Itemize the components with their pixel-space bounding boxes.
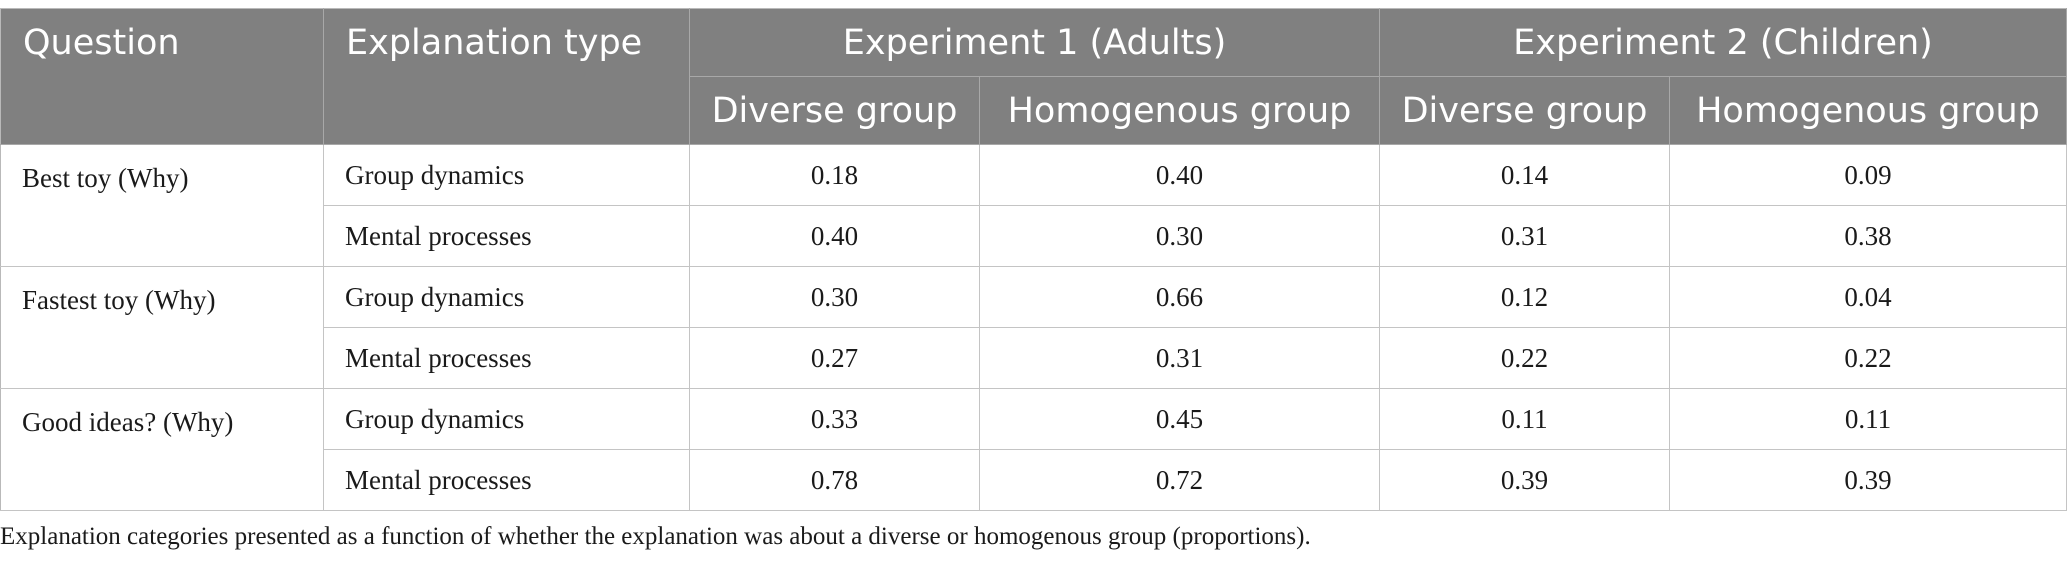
value-cell: 0.45 (979, 388, 1380, 450)
value-cell: 0.31 (979, 327, 1380, 389)
value-cell: 0.09 (1669, 144, 2067, 206)
value-cell: 0.40 (689, 205, 980, 267)
value-cell: 0.39 (1669, 449, 2067, 511)
question-cell: Fastest toy (Why) (0, 266, 324, 389)
question-cell: Good ideas? (Why) (0, 388, 324, 511)
explanation-type-cell: Mental processes (323, 327, 690, 389)
value-cell: 0.12 (1379, 266, 1670, 328)
question-cell: Best toy (Why) (0, 144, 324, 267)
header-explanation-type: Explanation type (323, 8, 690, 145)
value-cell: 0.38 (1669, 205, 2067, 267)
header-e1-homogenous: Homogenous group (979, 76, 1380, 145)
results-table-wrapper: Question Explanation type Experiment 1 (… (0, 8, 2068, 511)
table-body: Best toy (Why) Group dynamics 0.18 0.40 … (0, 144, 2067, 511)
table-row: Good ideas? (Why) Group dynamics 0.33 0.… (0, 388, 2067, 511)
value-cell: 0.78 (689, 449, 980, 511)
header-experiment-1: Experiment 1 (Adults) (689, 8, 1380, 77)
table-header: Question Explanation type Experiment 1 (… (0, 8, 2067, 145)
table-row: Mental processes 0.27 0.31 0.22 0.22 (1, 327, 2067, 389)
explanation-type-cell: Group dynamics (323, 266, 690, 328)
value-cell: 0.33 (689, 388, 980, 450)
header-experiment-2: Experiment 2 (Children) (1379, 8, 2067, 77)
explanation-type-cell: Group dynamics (323, 388, 690, 450)
value-cell: 0.11 (1379, 388, 1670, 450)
value-cell: 0.27 (689, 327, 980, 389)
value-cell: 0.30 (979, 205, 1380, 267)
value-cell: 0.31 (1379, 205, 1670, 267)
value-cell: 0.22 (1379, 327, 1670, 389)
value-cell: 0.04 (1669, 266, 2067, 328)
value-cell: 0.72 (979, 449, 1380, 511)
table-row: Best toy (Why) Group dynamics 0.18 0.40 … (0, 144, 2067, 267)
header-e1-diverse: Diverse group (689, 76, 980, 145)
results-table: Question Explanation type Experiment 1 (… (0, 8, 2067, 511)
value-cell: 0.14 (1379, 144, 1670, 206)
header-e2-diverse: Diverse group (1379, 76, 1670, 145)
value-cell: 0.11 (1669, 388, 2067, 450)
header-question: Question (0, 8, 324, 145)
value-cell: 0.39 (1379, 449, 1670, 511)
explanation-type-cell: Mental processes (323, 449, 690, 511)
value-cell: 0.66 (979, 266, 1380, 328)
table-footnote: Explanation categories presented as a fu… (0, 523, 1311, 550)
table-row: Fastest toy (Why) Group dynamics 0.30 0.… (0, 266, 2067, 389)
table-row: Mental processes 0.40 0.30 0.31 0.38 (1, 205, 2067, 267)
table-row: Mental processes 0.78 0.72 0.39 0.39 (1, 449, 2067, 511)
explanation-type-cell: Group dynamics (323, 144, 690, 206)
value-cell: 0.18 (689, 144, 980, 206)
header-e2-homogenous: Homogenous group (1669, 76, 2067, 145)
explanation-type-cell: Mental processes (323, 205, 690, 267)
value-cell: 0.40 (979, 144, 1380, 206)
value-cell: 0.30 (689, 266, 980, 328)
value-cell: 0.22 (1669, 327, 2067, 389)
